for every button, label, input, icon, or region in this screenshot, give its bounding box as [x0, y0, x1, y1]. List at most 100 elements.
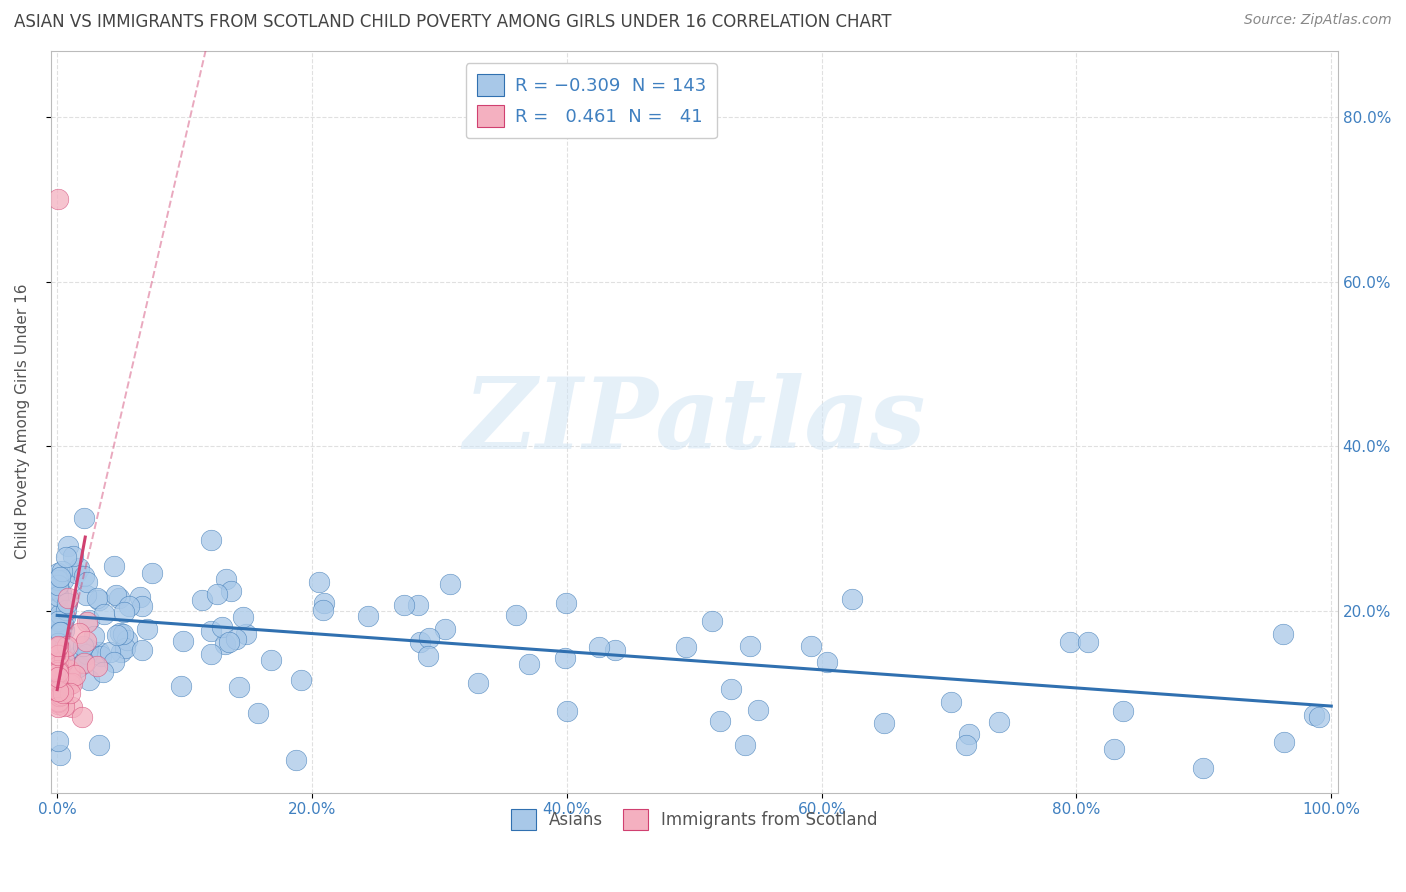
Point	[56, 596, 79, 610]
Point	[290, 673, 312, 688]
Point	[48, 748, 70, 763]
Point	[110, 645, 132, 659]
Point	[406, 599, 429, 613]
Point	[228, 680, 250, 694]
Point	[67, 626, 90, 640]
Point	[308, 575, 330, 590]
Point	[56, 539, 79, 553]
Point	[93, 607, 115, 622]
Point	[200, 533, 222, 548]
Point	[108, 591, 131, 605]
Point	[51, 688, 73, 702]
Point	[48, 678, 70, 692]
Point	[48, 611, 70, 625]
Point	[734, 738, 756, 752]
Point	[112, 627, 135, 641]
Point	[56, 591, 79, 605]
Point	[841, 592, 863, 607]
Point	[48, 612, 70, 626]
Point	[1077, 635, 1099, 649]
Point	[52, 623, 75, 637]
Point	[48, 627, 70, 641]
Point	[75, 634, 97, 648]
Text: ASIAN VS IMMIGRANTS FROM SCOTLAND CHILD POVERTY AMONG GIRLS UNDER 16 CORRELATION: ASIAN VS IMMIGRANTS FROM SCOTLAND CHILD …	[14, 13, 891, 31]
Point	[588, 640, 610, 654]
Point	[1059, 635, 1081, 649]
Point	[105, 628, 128, 642]
Point	[67, 648, 90, 662]
Point	[76, 647, 98, 661]
Point	[409, 635, 432, 649]
Point	[46, 639, 69, 653]
Point	[115, 632, 138, 647]
Point	[416, 648, 439, 663]
Y-axis label: Child Poverty Among Girls Under 16: Child Poverty Among Girls Under 16	[15, 284, 30, 559]
Point	[48, 733, 70, 747]
Point	[505, 608, 527, 623]
Point	[76, 574, 98, 589]
Point	[418, 631, 440, 645]
Point	[46, 681, 69, 696]
Point	[49, 657, 72, 672]
Point	[87, 645, 110, 659]
Point	[48, 689, 70, 703]
Point	[72, 640, 94, 654]
Point	[46, 684, 69, 698]
Point	[46, 700, 69, 714]
Point	[52, 616, 75, 631]
Point	[1192, 761, 1215, 775]
Point	[51, 675, 73, 690]
Point	[555, 704, 578, 718]
Point	[72, 655, 94, 669]
Point	[59, 685, 82, 699]
Point	[63, 667, 86, 681]
Point	[48, 681, 70, 696]
Point	[48, 640, 70, 655]
Point	[46, 663, 69, 677]
Point	[46, 655, 69, 669]
Point	[48, 665, 70, 679]
Point	[103, 558, 125, 573]
Point	[46, 684, 69, 698]
Point	[191, 593, 214, 607]
Point	[46, 665, 69, 680]
Point	[214, 637, 236, 651]
Point	[104, 588, 127, 602]
Point	[1308, 709, 1330, 723]
Point	[312, 602, 335, 616]
Point	[815, 655, 838, 669]
Point	[49, 615, 72, 629]
Point	[48, 648, 70, 663]
Point	[73, 656, 96, 670]
Point	[89, 649, 111, 664]
Point	[67, 561, 90, 575]
Point	[48, 615, 70, 629]
Point	[48, 192, 70, 206]
Point	[214, 572, 236, 586]
Point	[48, 624, 70, 639]
Point	[60, 675, 83, 690]
Point	[48, 636, 70, 650]
Point	[49, 640, 72, 655]
Point	[98, 645, 121, 659]
Point	[800, 640, 823, 654]
Point	[136, 622, 159, 636]
Point	[53, 639, 76, 653]
Text: ZIPatlas: ZIPatlas	[463, 374, 925, 470]
Point	[957, 727, 980, 741]
Point	[131, 599, 153, 613]
Point	[747, 703, 769, 717]
Point	[987, 715, 1010, 730]
Point	[48, 589, 70, 603]
Point	[941, 694, 963, 708]
Point	[46, 659, 69, 673]
Point	[172, 634, 194, 648]
Point	[48, 681, 70, 695]
Point	[86, 591, 108, 606]
Point	[56, 639, 79, 653]
Point	[48, 648, 70, 663]
Point	[55, 673, 77, 688]
Point	[48, 574, 70, 588]
Point	[48, 573, 70, 587]
Point	[1272, 626, 1295, 640]
